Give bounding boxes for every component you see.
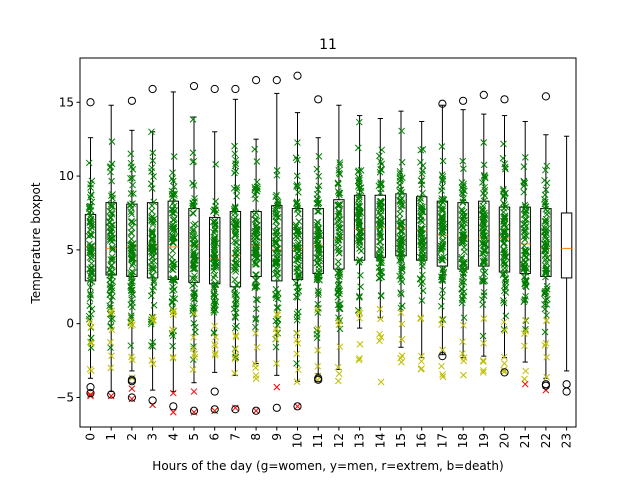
chart-title: 11 [319,37,337,53]
